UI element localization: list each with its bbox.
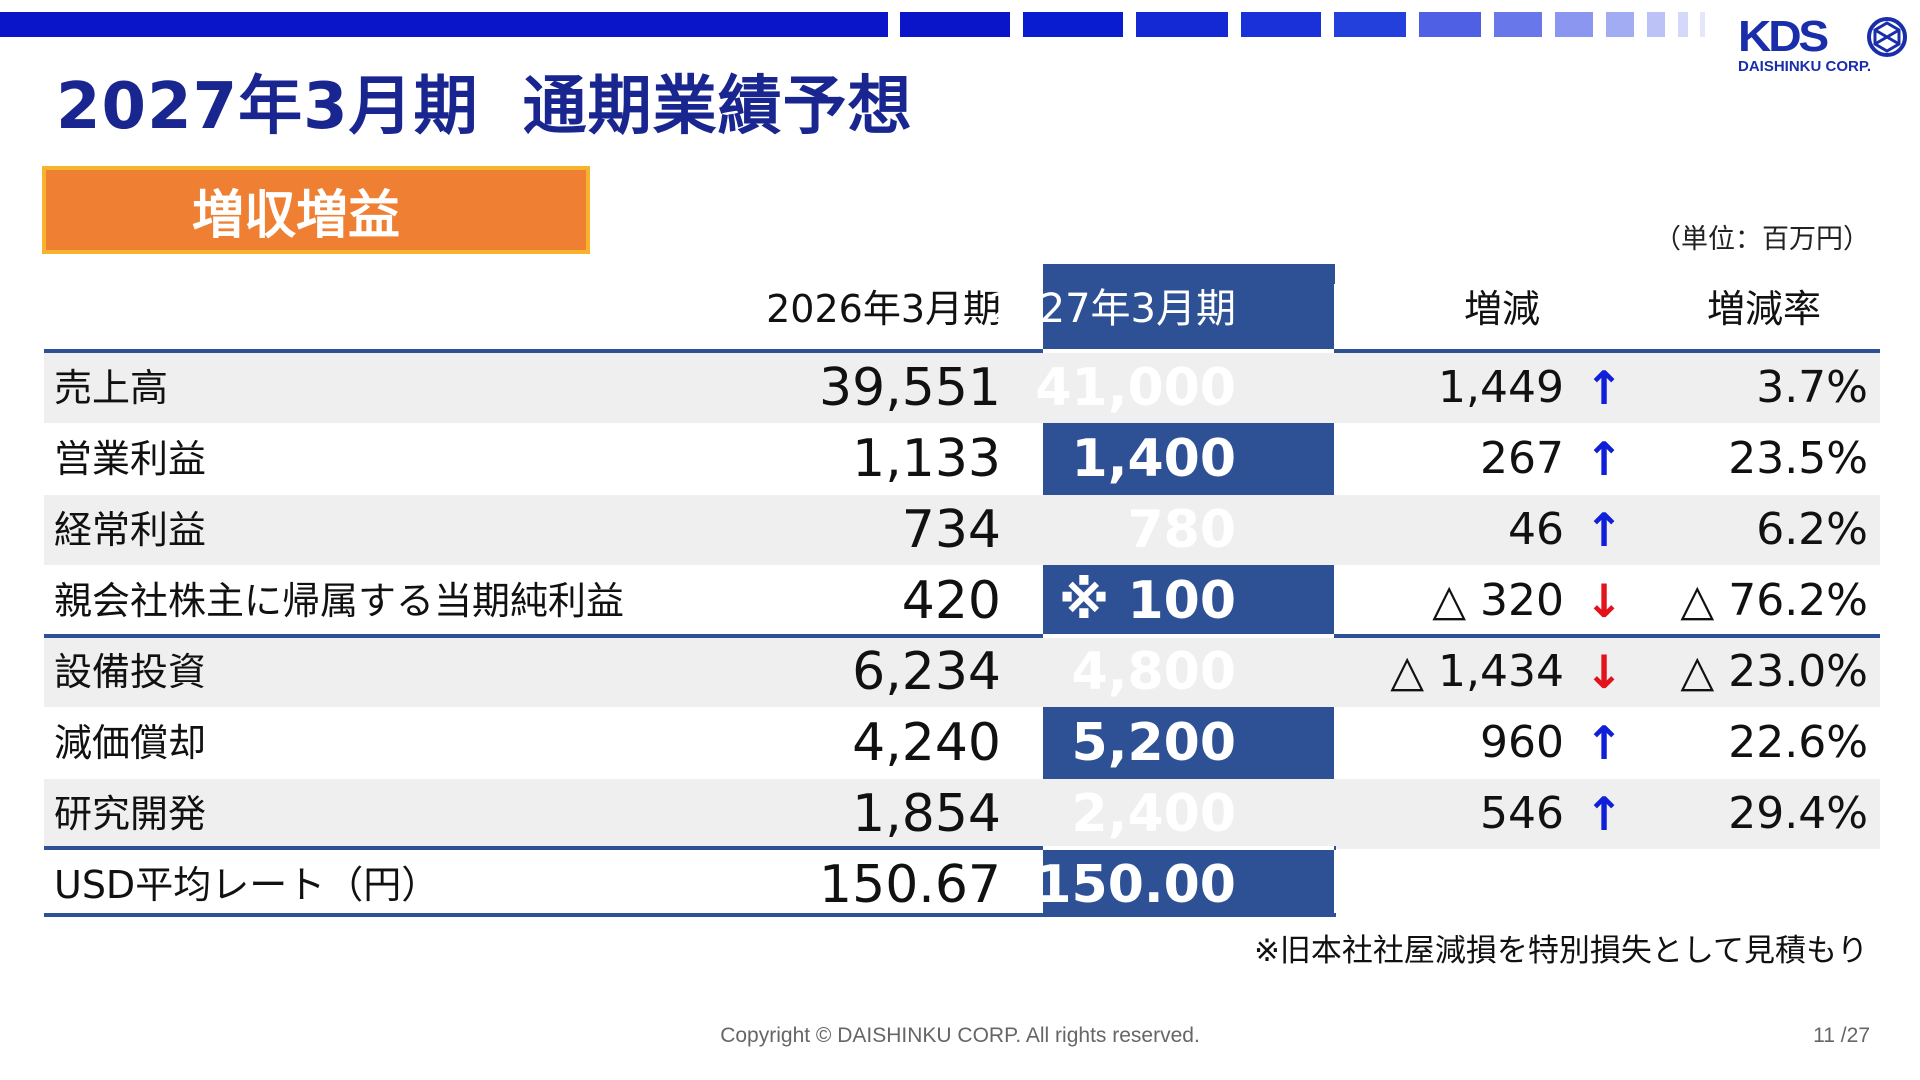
row-prev-value: 150.67 [819, 855, 1001, 915]
row-label: USD平均レート（円） [54, 863, 440, 907]
table-row: 設備投資 6,234 4,800 △ 1,434 ↓ △ 23.0% [44, 637, 1880, 707]
table-row: USD平均レート（円） 150.67 150.00 [44, 850, 1336, 920]
row-diff-value: 1,449 [1438, 362, 1564, 413]
table-rule [44, 349, 1880, 353]
company-logo: KDS DAISHINKU CORP. [1738, 12, 1908, 76]
row-rate-value: 29.4% [1728, 788, 1868, 839]
row-prev-value: 39,551 [819, 358, 1001, 418]
row-label: 設備投資 [54, 650, 207, 694]
page-title: 2027年3月期 通期業績予想 [56, 55, 913, 147]
table-row: 経常利益 734 780 46 ↑ 6.2% [44, 495, 1880, 565]
logo-subtext: DAISHINKU CORP. [1738, 58, 1872, 75]
header-rate: 増減率 [1706, 287, 1821, 331]
row-curr-value: 4,800 [1071, 642, 1236, 702]
row-diff-value: △ 1,434 [1390, 646, 1564, 697]
row-prev-value: 6,234 [852, 642, 1001, 702]
unit-label: （単位：百万円） [1654, 224, 1870, 255]
row-diff-value: 960 [1480, 717, 1564, 768]
row-curr-value: 2,400 [1071, 784, 1236, 844]
row-rate-value: 23.5% [1728, 433, 1868, 484]
row-label: 減価償却 [54, 721, 207, 765]
copyright-text: Copyright © DAISHINKU CORP. All rights r… [720, 1024, 1200, 1047]
up-arrow-icon: ↑ [1584, 432, 1624, 486]
row-rate-value: △ 76.2% [1680, 575, 1868, 626]
table-row: 減価償却 4,240 5,200 960 ↑ 22.6% [44, 708, 1880, 778]
row-curr-value: 780 [1127, 500, 1236, 560]
up-arrow-icon: ↑ [1584, 787, 1624, 841]
summary-badge: 増収増益 [42, 166, 590, 254]
table-rule [44, 634, 1880, 638]
logo-mark-icon [1867, 17, 1907, 57]
row-prev-value: 4,240 [852, 713, 1001, 773]
row-rate-value: 6.2% [1756, 504, 1868, 555]
down-arrow-icon: ↓ [1584, 645, 1624, 699]
table-row: 研究開発 1,854 2,400 546 ↑ 29.4% [44, 779, 1880, 849]
up-arrow-icon: ↑ [1584, 361, 1624, 415]
logo-text: KDS [1738, 12, 1829, 61]
row-label: 営業利益 [54, 437, 207, 481]
header-prev-period: 2026年3月期 [766, 287, 1001, 331]
up-arrow-icon: ↑ [1584, 716, 1624, 770]
top-decorative-bar [0, 12, 1710, 37]
footnote: ※旧本社社屋減損を特別損失として見積もり [1253, 933, 1868, 969]
row-prev-value: 1,854 [852, 784, 1001, 844]
row-label: 売上高 [54, 366, 169, 410]
table-row: 親会社株主に帰属する当期純利益 420 ※ 100 △ 320 ↓ △ 76.2… [44, 566, 1880, 636]
row-rate-value: △ 23.0% [1680, 646, 1868, 697]
title-period: 2027年3月期 [56, 70, 479, 144]
row-curr-value: 150.00 [1035, 855, 1236, 915]
down-arrow-icon: ↓ [1584, 574, 1624, 628]
header-curr-period: 2027年3月期 [988, 286, 1236, 332]
row-label: 研究開発 [54, 792, 207, 836]
row-rate-value: 22.6% [1728, 717, 1868, 768]
table-header: 2026年3月期 2027年3月期 増減 増減率 [44, 274, 1880, 344]
row-curr-value: ※ 100 [1058, 571, 1236, 631]
table-rule [44, 846, 1336, 850]
row-label: 経常利益 [54, 508, 207, 552]
up-arrow-icon: ↑ [1584, 503, 1624, 557]
row-diff-value: 546 [1480, 788, 1564, 839]
table-rule [44, 913, 1336, 917]
row-diff-value: △ 320 [1432, 575, 1564, 626]
row-prev-value: 734 [901, 500, 1001, 560]
row-curr-value: 41,000 [1035, 358, 1236, 418]
title-subtitle: 通期業績予想 [522, 70, 913, 144]
row-diff-value: 267 [1480, 433, 1564, 484]
row-prev-value: 1,133 [852, 429, 1001, 489]
table-row: 営業利益 1,133 1,400 267 ↑ 23.5% [44, 424, 1880, 494]
row-curr-value: 1,400 [1071, 429, 1236, 489]
row-rate-value: 3.7% [1756, 362, 1868, 413]
row-prev-value: 420 [901, 571, 1001, 631]
row-curr-value: 5,200 [1071, 713, 1236, 773]
page-number: 11 /27 [1813, 1024, 1870, 1047]
header-diff: 増減 [1463, 287, 1540, 331]
row-label: 親会社株主に帰属する当期純利益 [54, 579, 625, 623]
row-diff-value: 46 [1508, 504, 1564, 555]
table-row: 売上高 39,551 41,000 1,449 ↑ 3.7% [44, 353, 1880, 423]
